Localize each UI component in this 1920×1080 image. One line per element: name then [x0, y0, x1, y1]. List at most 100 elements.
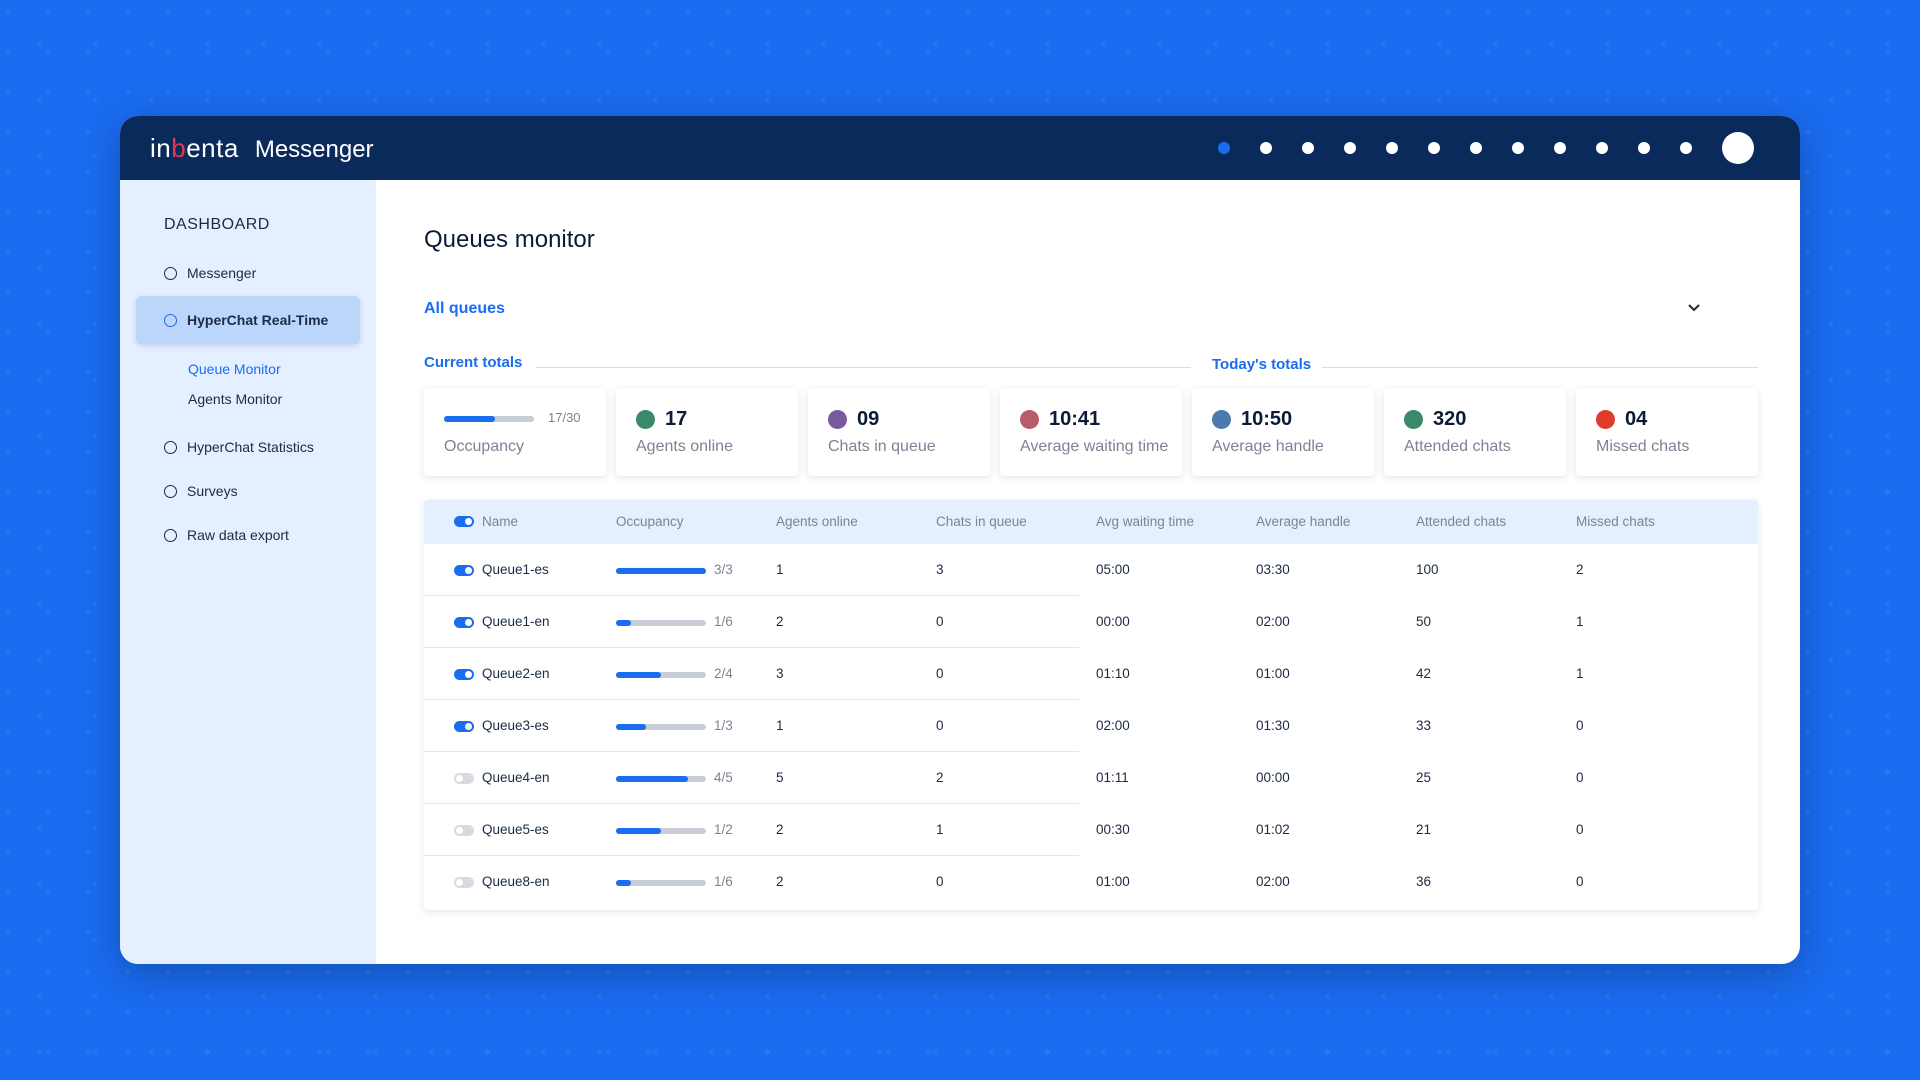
column-header[interactable]: Attended chats: [1416, 514, 1507, 529]
sidebar-item-hyperchat-realtime[interactable]: HyperChat Real-Time: [136, 296, 360, 344]
missed-chats-cell: 0: [1576, 874, 1584, 889]
column-header[interactable]: Average handle: [1256, 514, 1351, 529]
column-header[interactable]: Agents online: [776, 514, 858, 529]
chats-in-queue-cell: 3: [936, 562, 944, 577]
nav-dot-3[interactable]: [1302, 142, 1314, 154]
occupancy-cell: 1/2: [714, 822, 733, 837]
nav-dot-4[interactable]: [1344, 142, 1356, 154]
column-header[interactable]: Chats in queue: [936, 514, 1027, 529]
avg-handle-cell: 03:30: [1256, 562, 1290, 577]
missed-chats-value: 04: [1625, 408, 1648, 430]
avg-waiting-cell: 02:00: [1096, 718, 1130, 733]
queue-select[interactable]: All queues: [424, 300, 505, 317]
missed-chats-cell: 1: [1576, 614, 1584, 629]
queue-toggle[interactable]: [454, 617, 474, 628]
top-bar: inbenta Messenger: [120, 116, 1800, 180]
user-avatar[interactable]: [1722, 132, 1754, 164]
chats-in-queue-cell: 0: [936, 718, 944, 733]
chats-in-queue-cell: 0: [936, 666, 944, 681]
attended-chats-cell: 33: [1416, 718, 1432, 733]
queue-toggle[interactable]: [454, 773, 474, 784]
queue-toggle[interactable]: [454, 877, 474, 888]
missed-chats-cell: 0: [1576, 718, 1584, 733]
nav-dot-5[interactable]: [1386, 142, 1398, 154]
occupancy-bar: [444, 416, 534, 422]
agents-online-cell: 2: [776, 614, 784, 629]
occupancy-cell: 1/6: [714, 614, 733, 629]
row-divider: [424, 595, 1079, 596]
chats-in-queue-cell: 2: [936, 770, 944, 785]
agents-online-value: 17: [665, 408, 688, 430]
nav-dot-6[interactable]: [1428, 142, 1440, 154]
column-header[interactable]: Occupancy: [616, 514, 684, 529]
table-row[interactable]: Queue4-en 4/5 5 2 01:11 00:00 25 0: [424, 752, 1758, 804]
status-dot: [1596, 410, 1615, 429]
column-header[interactable]: Missed chats: [1576, 514, 1655, 529]
nav-dot-12[interactable]: [1680, 142, 1692, 154]
nav-dot-10[interactable]: [1596, 142, 1608, 154]
table-row[interactable]: Queue1-en 1/6 2 0 00:00 02:00 50 1: [424, 596, 1758, 648]
row-divider: [424, 803, 1079, 804]
status-dot: [1020, 410, 1039, 429]
sidebar-item-messenger[interactable]: Messenger: [164, 265, 256, 281]
queue-toggle[interactable]: [454, 825, 474, 836]
table-row[interactable]: Queue2-en 2/4 3 0 01:10 01:00 42 1: [424, 648, 1758, 700]
divider: [536, 367, 1191, 368]
attended-chats-cell: 25: [1416, 770, 1432, 785]
chevron-down-icon[interactable]: [1684, 298, 1704, 318]
avg-handle-cell: 00:00: [1256, 770, 1290, 785]
missed-chats-cell: 0: [1576, 822, 1584, 837]
circle-icon: [164, 440, 177, 454]
chats-in-queue-card: 09 Chats in queue: [808, 388, 990, 476]
agents-online-card: 17 Agents online: [616, 388, 798, 476]
occupancy-cell: 2/4: [714, 666, 733, 681]
agents-online-cell: 2: [776, 874, 784, 889]
column-header[interactable]: Avg waiting time: [1096, 514, 1195, 529]
table-row[interactable]: Queue3-es 1/3 1 0 02:00 01:30 33 0: [424, 700, 1758, 752]
occupancy-bar: [616, 568, 706, 574]
table-row[interactable]: Queue8-en 1/6 2 0 01:00 02:00 36 0: [424, 856, 1758, 908]
nav-dot-2[interactable]: [1260, 142, 1272, 154]
sidebar-item-hyperchat-statistics[interactable]: HyperChat Statistics: [164, 439, 314, 455]
avg-waiting-value: 10:41: [1049, 408, 1101, 430]
queue-toggle[interactable]: [454, 565, 474, 576]
sidebar-subitem-agents-monitor[interactable]: Agents Monitor: [188, 391, 283, 407]
nav-dot-8[interactable]: [1512, 142, 1524, 154]
chats-in-queue-value: 09: [857, 408, 880, 430]
table-row[interactable]: Queue5-es 1/2 2 1 00:30 01:02 21 0: [424, 804, 1758, 856]
avg-waiting-card: 10:41 Average waiting time: [1000, 388, 1182, 476]
main-content: Queues monitor All queues Current totals…: [376, 180, 1800, 964]
status-dot: [1404, 410, 1423, 429]
column-header[interactable]: Name: [482, 514, 519, 529]
sidebar-item-surveys[interactable]: Surveys: [164, 483, 238, 499]
select-all-toggle[interactable]: [454, 516, 474, 527]
queue-name-cell: Queue1-es: [482, 562, 549, 577]
table-row[interactable]: Queue1-es 3/3 1 3 05:00 03:30 100 2: [424, 544, 1758, 596]
nav-dot-9[interactable]: [1554, 142, 1566, 154]
nav-dot-11[interactable]: [1638, 142, 1650, 154]
nav-dot-1[interactable]: [1218, 142, 1230, 154]
avg-waiting-cell: 00:00: [1096, 614, 1130, 629]
occupancy-label: Occupancy: [444, 438, 525, 455]
sidebar-item-raw-data-export[interactable]: Raw data export: [164, 527, 289, 543]
queue-toggle[interactable]: [454, 669, 474, 680]
sidebar-subitem-queue-monitor[interactable]: Queue Monitor: [188, 361, 281, 377]
avg-handle-card: 10:50 Average handle: [1192, 388, 1374, 476]
chats-in-queue-label: Chats in queue: [828, 438, 936, 455]
brand[interactable]: inbenta Messenger: [150, 133, 374, 164]
attended-chats-cell: 21: [1416, 822, 1432, 837]
avg-handle-label: Average handle: [1212, 438, 1324, 455]
queue-toggle[interactable]: [454, 721, 474, 732]
occupancy-bar: [616, 672, 706, 678]
agents-online-cell: 3: [776, 666, 784, 681]
inbenta-logo: inbenta: [150, 132, 239, 163]
queue-name-cell: Queue2-en: [482, 666, 550, 681]
nav-dot-7[interactable]: [1470, 142, 1482, 154]
avg-waiting-cell: 05:00: [1096, 562, 1130, 577]
app-window: inbenta Messenger DASHBOARD Messenger: [120, 116, 1800, 964]
missed-chats-card: 04 Missed chats: [1576, 388, 1758, 476]
avg-handle-cell: 01:30: [1256, 718, 1290, 733]
row-divider: [424, 751, 1079, 752]
avg-handle-cell: 01:00: [1256, 666, 1290, 681]
occupancy-cell: 3/3: [714, 562, 733, 577]
